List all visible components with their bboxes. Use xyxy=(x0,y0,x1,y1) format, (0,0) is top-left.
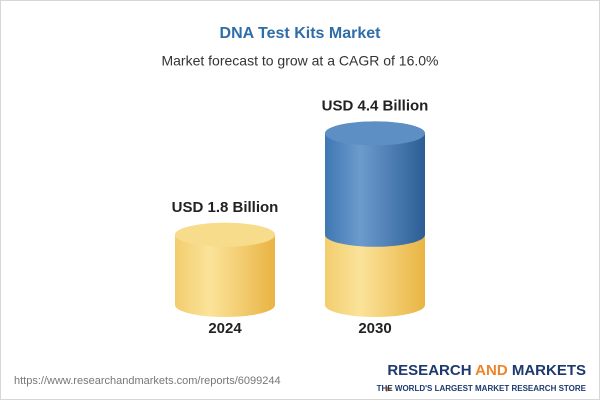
plot: USD 1.8 Billion 2024 USD 4.4 Billion 2030 xyxy=(172,97,429,337)
tagline: THE WORLD'S LARGEST MARKET RESEARCH STOR… xyxy=(377,384,587,393)
category-label: 2024 xyxy=(208,320,242,337)
cylinder-base-part xyxy=(325,222,425,317)
value-label: USD 1.8 Billion xyxy=(172,199,279,216)
cylinder-top xyxy=(325,121,425,146)
cylinder-body xyxy=(175,222,275,317)
cylinder-top xyxy=(175,222,275,247)
source-url: https://www.researchandmarkets.com/repor… xyxy=(14,375,281,387)
chart-title: DNA Test Kits Market xyxy=(220,25,382,42)
chart-subtitle: Market forecast to grow at a CAGR of 16.… xyxy=(161,53,438,69)
value-label: USD 4.4 Billion xyxy=(322,97,429,114)
logo: RESEARCH AND MARKETS xyxy=(387,362,586,379)
category-label: 2030 xyxy=(358,320,391,337)
logo-arrow xyxy=(386,386,392,392)
cylinder-body xyxy=(325,121,425,247)
